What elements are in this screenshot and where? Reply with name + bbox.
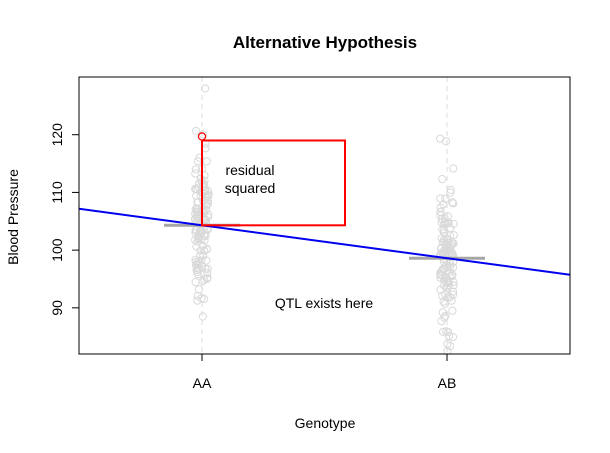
data-point-AB (443, 293, 452, 302)
data-point-AB (449, 164, 458, 173)
data-point-AB (446, 185, 455, 195)
data-point-AB (440, 235, 449, 244)
chart-title: Alternative Hypothesis (233, 33, 417, 52)
data-point-AB (449, 231, 458, 240)
x-tick-label: AA (193, 375, 212, 391)
data-point-AB (441, 194, 450, 203)
data-point-AB (440, 273, 449, 282)
data-point-AA (198, 312, 207, 321)
data-point-AB (436, 194, 445, 203)
data-point-AB (449, 333, 458, 342)
data-point-AA (196, 246, 205, 255)
data-point-AB (440, 276, 449, 286)
data-point-AA (192, 126, 201, 136)
y-axis-label: Blood Pressure (5, 169, 21, 265)
data-point-AB (443, 219, 452, 228)
data-point-AA (191, 184, 200, 193)
data-point-AB (443, 263, 452, 272)
data-point-AB (437, 267, 446, 276)
y-tick-label: 100 (49, 238, 65, 262)
data-point-AA (191, 278, 200, 287)
data-point-AA (202, 244, 211, 253)
data-point-AB (448, 306, 457, 315)
data-point-AB (444, 331, 454, 341)
data-point-AA (195, 153, 204, 162)
annotation-qtl: QTL exists here (275, 295, 374, 311)
regression-line (79, 207, 570, 276)
data-point-AB (441, 290, 450, 299)
data-point-AB (439, 327, 448, 336)
data-point-AA (191, 169, 200, 178)
data-point-AA (203, 269, 212, 278)
data-point-AB (449, 239, 458, 248)
data-point-AA (194, 259, 203, 268)
data-point-AB (444, 328, 453, 337)
data-point-AB (440, 313, 449, 322)
data-point-AB (438, 264, 447, 274)
y-tick-label: 120 (49, 123, 65, 147)
points-layer (190, 77, 458, 354)
data-point-AB (448, 198, 457, 207)
x-axis: AA AB (193, 353, 457, 391)
annotation-residual: residual (225, 162, 274, 178)
data-point-AA (200, 208, 209, 218)
data-point-AA (200, 246, 209, 255)
data-point-AA (192, 257, 201, 266)
residual-squared-box (201, 139, 346, 227)
data-point-AB (436, 269, 445, 278)
x-axis-label: Genotype (295, 415, 356, 431)
y-tick-label: 110 (49, 181, 65, 204)
data-point-AB (441, 137, 451, 146)
data-point-AA (202, 256, 211, 265)
data-point-AB (449, 199, 458, 208)
data-point-AB (446, 342, 455, 351)
data-point-AA (200, 294, 209, 304)
data-point-AB (438, 308, 447, 317)
data-point-AA (199, 188, 208, 198)
data-point-AB (438, 175, 447, 184)
data-point-AB (438, 225, 447, 234)
data-point-AA (191, 165, 200, 174)
y-axis: 90 100 110 120 (49, 123, 80, 316)
data-point-AB (448, 263, 458, 272)
data-point-AA (192, 212, 201, 221)
data-point-AB (440, 281, 449, 290)
data-point-AB (440, 220, 449, 229)
data-point-AA (203, 273, 212, 282)
data-point-AA (192, 207, 201, 216)
highlighted-point (197, 132, 207, 141)
data-point-AB (443, 339, 452, 348)
data-point-AA (194, 230, 203, 239)
annotation-squared: squared (225, 180, 276, 196)
x-tick-label: AB (438, 375, 457, 391)
highlight-layer (197, 132, 346, 227)
data-point-AA (194, 285, 203, 294)
data-point-AA (203, 264, 212, 273)
plot-frame (78, 76, 571, 355)
data-point-AA (199, 179, 208, 188)
data-point-AA (203, 196, 212, 205)
data-point-AB (436, 207, 445, 216)
data-point-AA (201, 84, 210, 93)
data-point-AA (202, 157, 211, 166)
regression-layer (79, 207, 570, 276)
data-point-AA (194, 234, 203, 243)
data-point-AB (446, 224, 455, 233)
data-point-AB (447, 252, 456, 261)
y-tick-label: 90 (49, 300, 65, 316)
data-point-AB (440, 214, 449, 223)
